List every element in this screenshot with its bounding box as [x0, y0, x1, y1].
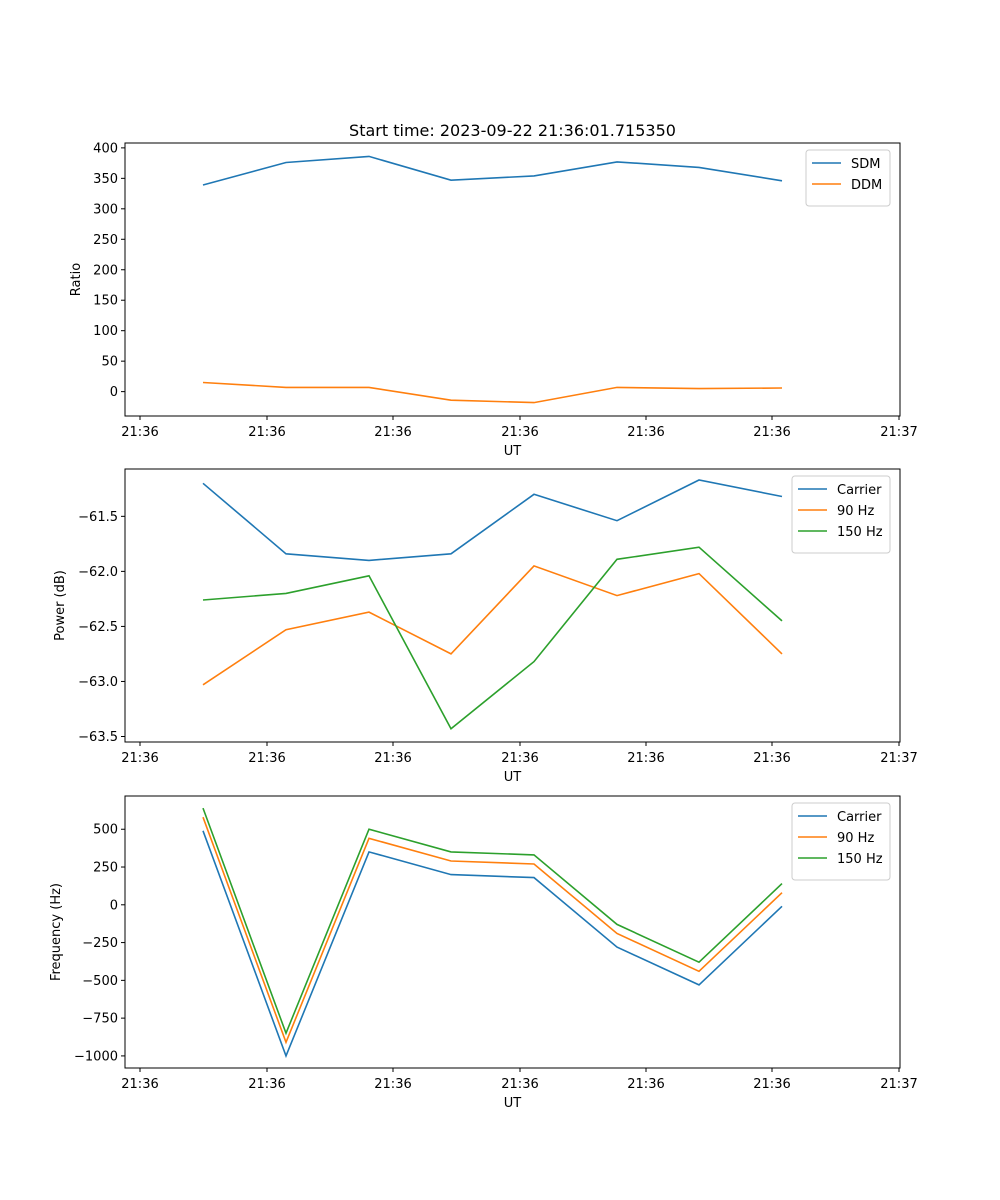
series-line-carrier [202, 479, 783, 562]
x-tick-label: 21:36 [501, 425, 538, 440]
y-tick-label: 50 [101, 355, 118, 370]
y-tick-label: −1000 [74, 1049, 118, 1064]
x-tick-label: 21:36 [248, 1077, 285, 1092]
x-axis-label: UT [504, 1096, 522, 1111]
x-tick-label: 21:37 [880, 425, 917, 440]
legend-label: SDM [851, 157, 880, 172]
x-axis-label: UT [504, 444, 522, 459]
x-tick-label: 21:36 [627, 425, 664, 440]
y-tick-label: 250 [93, 861, 118, 876]
y-tick-label: 300 [93, 202, 118, 217]
x-tick-label: 21:36 [627, 1077, 664, 1092]
y-tick-label: 500 [93, 823, 118, 838]
x-tick-label: 21:37 [880, 1077, 917, 1092]
y-tick-label: −63.5 [78, 730, 118, 745]
legend: Carrier 90 Hz 150 Hz [791, 475, 891, 554]
y-axis-label: Ratio [69, 263, 84, 296]
legend-box [805, 149, 891, 207]
legend-box [791, 802, 891, 881]
x-tick-label: 21:36 [753, 751, 790, 766]
series-line-90-hz [202, 564, 783, 686]
series-line-carrier [202, 830, 783, 1059]
x-tick-label: 21:36 [121, 751, 158, 766]
y-tick-label: −250 [82, 936, 118, 951]
x-tick-label: 21:36 [374, 425, 411, 440]
y-tick-label: 100 [93, 324, 118, 339]
y-tick-label: 200 [93, 263, 118, 278]
subplot-2: 21:36 21:36 21:36 21:36 21:36 21:36 21:37 −61.5… [53, 468, 918, 785]
y-tick-label: −500 [82, 974, 118, 989]
y-tick-label: −62.5 [78, 620, 118, 635]
chart-title: Start time: 2023-09-22 21:36:01.715350 [349, 121, 676, 140]
series-line-sdm [202, 155, 783, 186]
y-tick-label: 350 [93, 172, 118, 187]
x-tick-label: 21:36 [121, 425, 158, 440]
x-tick-label: 21:36 [501, 1077, 538, 1092]
subplot-1: 21:36 21:36 21:36 21:36 21:36 21:36 21:37 0 50 10… [69, 121, 918, 459]
series-line-150-hz [202, 546, 783, 731]
x-tick-label: 21:36 [753, 1077, 790, 1092]
y-tick-label: −63.0 [78, 675, 118, 690]
x-tick-label: 21:36 [121, 1077, 158, 1092]
y-tick-label: 0 [110, 385, 118, 400]
y-tick-label: 250 [93, 233, 118, 248]
x-tick-label: 21:36 [501, 751, 538, 766]
legend-label: Carrier [837, 810, 882, 825]
x-tick-label: 21:36 [753, 425, 790, 440]
legend-label: 150 Hz [837, 852, 883, 867]
y-tick-label: −750 [82, 1012, 118, 1027]
legend-label: 90 Hz [837, 504, 874, 519]
y-tick-label: 150 [93, 294, 118, 309]
x-axis-label: UT [504, 770, 522, 785]
x-tick-label: 21:36 [374, 751, 411, 766]
axes-frame [124, 142, 901, 417]
x-tick-label: 21:36 [627, 751, 664, 766]
y-tick-label: −61.5 [78, 510, 118, 525]
series-line-90-hz [202, 816, 783, 1045]
axes-frame [124, 468, 901, 743]
legend-box [791, 475, 891, 554]
legend-label: 90 Hz [837, 831, 874, 846]
x-tick-label: 21:36 [374, 1077, 411, 1092]
series-line-150-hz [202, 807, 783, 1036]
y-tick-label: 400 [93, 141, 118, 156]
y-tick-label: −62.0 [78, 565, 118, 580]
legend: SDM DDM [805, 149, 891, 207]
series-line-ddm [202, 381, 783, 404]
subplot-3: 21:36 21:36 21:36 21:36 21:36 21:36 21:37 500 25… [49, 795, 918, 1111]
x-tick-label: 21:37 [880, 751, 917, 766]
legend-label: Carrier [837, 483, 882, 498]
legend-label: DDM [851, 178, 882, 193]
y-axis-label: Power (dB) [53, 570, 68, 641]
legend: Carrier 90 Hz 150 Hz [791, 802, 891, 881]
y-tick-label: 0 [110, 898, 118, 913]
axes-frame [124, 795, 901, 1069]
x-tick-label: 21:36 [248, 751, 285, 766]
x-tick-label: 21:36 [248, 425, 285, 440]
y-axis-label: Frequency (Hz) [49, 883, 64, 981]
legend-label: 150 Hz [837, 525, 883, 540]
